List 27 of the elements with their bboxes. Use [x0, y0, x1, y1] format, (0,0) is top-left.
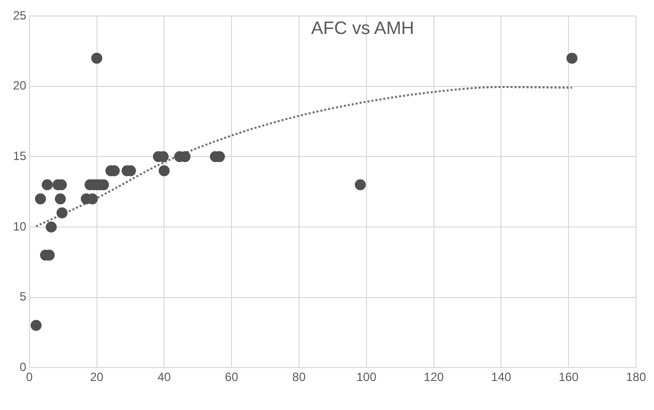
x-tick-label: 60 — [224, 370, 239, 384]
point — [566, 52, 578, 64]
y-tick-label: 10 — [12, 219, 27, 234]
line-series — [35, 86, 573, 228]
y-tick-label: 0 — [20, 360, 27, 374]
x-tick-label: 80 — [292, 370, 306, 384]
x-tick-label: 180 — [626, 370, 646, 384]
point — [46, 221, 57, 232]
chart-title: AFC vs AMH — [311, 18, 414, 38]
point — [54, 193, 66, 204]
point — [91, 52, 102, 64]
x-tick-label: 140 — [491, 370, 512, 384]
y-tick-label: 20 — [12, 78, 27, 93]
y-tick-label: 5 — [20, 290, 27, 304]
point — [354, 179, 366, 190]
y-tick-label: 25 — [12, 8, 27, 22]
x-tick-label: 40 — [157, 370, 172, 384]
point — [158, 165, 170, 176]
point — [42, 179, 53, 190]
x-tick-label: 100 — [356, 370, 377, 384]
point — [56, 207, 68, 218]
y-tick-label: 15 — [12, 148, 27, 163]
x-tick-label: 20 — [90, 370, 104, 384]
x-tick-label: 160 — [558, 370, 579, 384]
point — [34, 193, 46, 204]
x-tick-label: 120 — [424, 370, 444, 384]
point — [30, 320, 42, 331]
